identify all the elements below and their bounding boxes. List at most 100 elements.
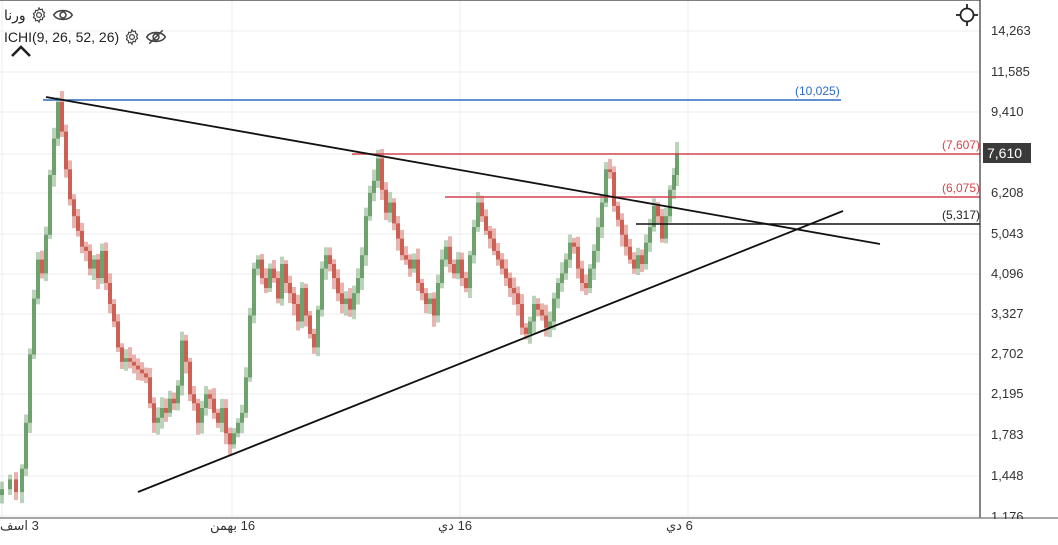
candle-body	[434, 298, 436, 316]
candle-body	[677, 153, 679, 175]
descending-resistance-trendline[interactable]	[45, 96, 881, 245]
candle-body	[614, 172, 616, 206]
candle-body	[8, 479, 10, 490]
candle-body	[38, 259, 40, 299]
candle-body	[276, 278, 278, 299]
candle-body	[88, 250, 90, 269]
candle-body	[46, 234, 48, 274]
candle-body	[288, 283, 290, 294]
candle-body	[542, 309, 544, 316]
candle-body	[108, 283, 110, 305]
indicator-name: ICHI(9, 26, 52, 26)	[4, 29, 120, 45]
crosshair-icon[interactable]	[956, 4, 978, 26]
candle-body	[152, 403, 154, 423]
candle-body	[520, 304, 522, 328]
candle-body	[82, 230, 84, 247]
candle-body	[210, 394, 212, 399]
candle-body	[484, 216, 486, 231]
candle-body	[438, 283, 440, 316]
indicator-legend-row: ICHI(9, 26, 52, 26)	[4, 26, 167, 48]
candle-body	[124, 358, 126, 362]
candle-body	[168, 398, 170, 413]
candle-body	[496, 250, 498, 260]
candle-body	[66, 131, 68, 170]
candle-body	[554, 298, 556, 322]
candle-body	[104, 250, 106, 284]
candle-body	[134, 361, 136, 366]
candle-body	[510, 278, 512, 289]
candle-body	[474, 227, 476, 256]
candle-body	[664, 216, 666, 239]
gear-icon[interactable]	[30, 6, 48, 24]
candle-body	[650, 227, 652, 243]
candle-body	[392, 202, 394, 224]
eye-icon[interactable]	[52, 6, 74, 24]
candle-body	[426, 293, 428, 305]
candle-body	[568, 242, 570, 260]
chevron-up-icon[interactable]	[10, 44, 32, 60]
candle-body	[250, 315, 252, 378]
candle-body	[58, 101, 60, 139]
candle-body	[324, 255, 326, 269]
candle-body	[74, 199, 76, 217]
candlesticks	[0, 90, 679, 504]
candle-body	[294, 293, 296, 305]
candle-body	[408, 259, 410, 269]
candle-body	[454, 264, 456, 274]
candle-body	[158, 417, 160, 423]
candle-body	[672, 174, 674, 190]
candle-body	[534, 304, 536, 322]
trendlines[interactable]	[45, 96, 881, 493]
level-value-label: (10,025)	[795, 84, 840, 98]
eye-off-icon[interactable]	[145, 28, 167, 46]
candle-body	[442, 259, 444, 284]
candle-body	[236, 422, 238, 434]
candle-body	[22, 468, 24, 493]
candle-body	[386, 189, 388, 213]
candle-body	[356, 278, 358, 294]
ascending-support-trendline[interactable]	[137, 210, 844, 493]
candle-body	[334, 264, 336, 279]
candle-body	[336, 278, 338, 294]
candle-body	[26, 422, 28, 469]
candle-body	[354, 293, 356, 310]
candle-body	[376, 158, 378, 181]
candle-body	[64, 131, 66, 170]
candle-body	[48, 174, 50, 235]
candle-body	[500, 259, 502, 269]
candle-body	[546, 315, 548, 328]
candle-body	[598, 227, 600, 251]
candle-body	[644, 242, 646, 265]
candle-body	[558, 283, 560, 299]
candle-body	[468, 255, 470, 289]
candle-body	[466, 278, 468, 289]
candle-body	[172, 398, 174, 404]
candle-body	[178, 385, 180, 404]
candle-body	[544, 315, 546, 328]
level-value-label: (7,607)	[942, 138, 981, 152]
candle-body	[626, 234, 628, 247]
candle-body	[224, 407, 226, 434]
candle-body	[384, 189, 386, 213]
candle-body	[284, 264, 286, 284]
candle-body	[218, 412, 220, 423]
candle-body	[306, 288, 308, 316]
candle-body	[286, 264, 288, 284]
candle-body	[116, 321, 118, 348]
candle-body	[136, 365, 138, 370]
candle-body	[146, 373, 148, 378]
candle-body	[216, 412, 218, 423]
candle-body	[148, 377, 150, 404]
candle-body	[176, 385, 178, 404]
candle-body	[482, 202, 484, 217]
gear-icon[interactable]	[123, 28, 141, 46]
candle-body	[312, 333, 314, 348]
current-price-badge: 7,610	[983, 143, 1031, 164]
candle-body	[630, 246, 632, 260]
candle-body	[50, 174, 52, 235]
horizontal-levels[interactable]	[43, 99, 980, 225]
candle-body	[258, 259, 260, 269]
candle-body	[344, 298, 346, 305]
